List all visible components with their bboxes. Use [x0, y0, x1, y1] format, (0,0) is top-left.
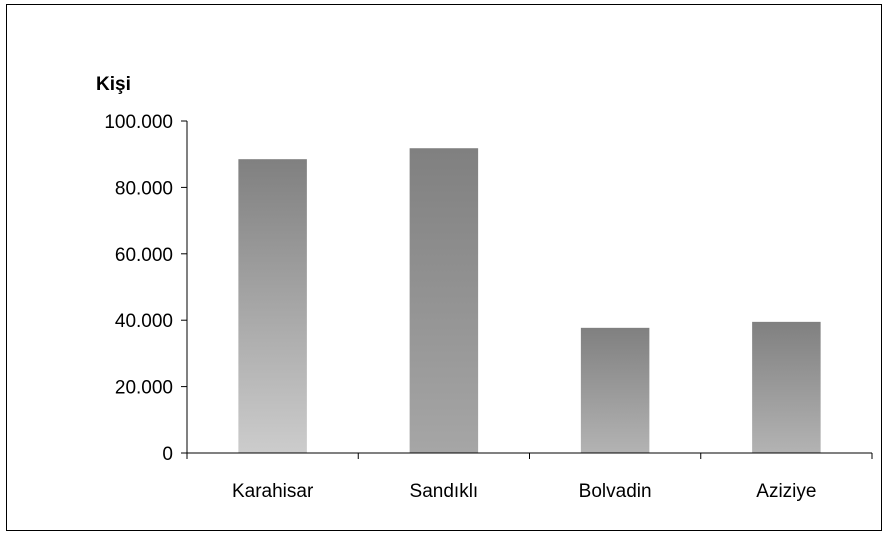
bar-sandıklı [409, 148, 479, 453]
x-axis-ticks: Karahisar Sandıklı Bolvadin Aziziye [186, 453, 873, 502]
y-tick-label: 60.000 [115, 245, 173, 266]
y-tick-label: 20.000 [115, 378, 173, 399]
y-tick-label: 80.000 [115, 178, 173, 199]
x-tick-label: Karahisar [232, 481, 314, 502]
bars [238, 148, 821, 453]
x-tick-label: Bolvadin [579, 481, 652, 502]
x-tick-label: Aziziye [756, 481, 816, 502]
y-tick-label: 100.000 [104, 112, 173, 133]
y-axis-ticks: 0 20.000 40.000 60.000 80.000 100.000 [104, 112, 187, 465]
x-tick-label: Sandıklı [410, 481, 479, 502]
bar-bolvadin [580, 327, 650, 453]
bar-karahisar [238, 159, 307, 453]
bar-aziziye [752, 321, 821, 453]
y-tick-label: 0 [162, 444, 173, 465]
y-tick-label: 40.000 [115, 311, 173, 332]
y-axis-label: Kişi [96, 74, 131, 95]
